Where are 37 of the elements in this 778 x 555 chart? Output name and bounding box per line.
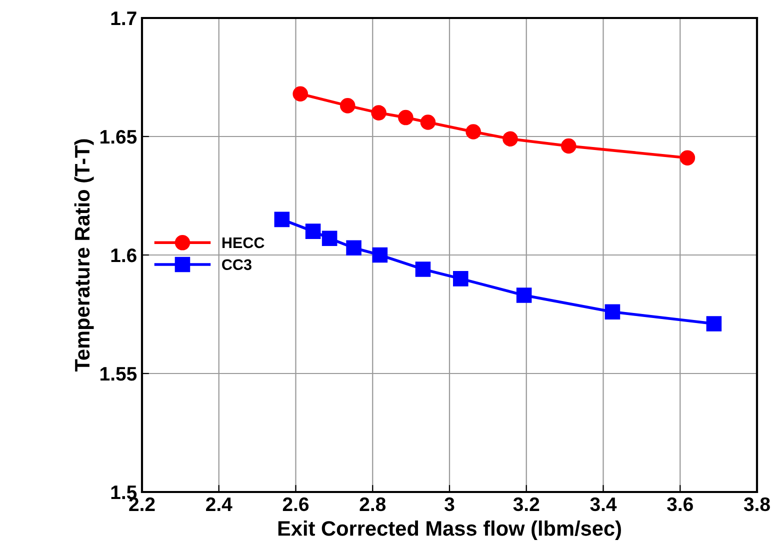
y-axis-title: Temperature Ratio (T-T)	[74, 139, 94, 372]
point	[453, 271, 468, 286]
point	[372, 247, 388, 263]
x-tick-label: 3.8	[744, 497, 770, 512]
point	[502, 131, 518, 147]
x-tick-label: 2.4	[206, 497, 232, 511]
x-tick-label: 2.2	[129, 497, 155, 511]
x-tick-label: 3	[444, 497, 454, 512]
point	[346, 240, 362, 256]
point	[371, 105, 386, 120]
point	[398, 110, 414, 126]
x-tick-label: 2.8	[360, 497, 386, 512]
point	[604, 304, 620, 320]
x-tick-label: 3.4	[590, 497, 617, 512]
point	[561, 138, 576, 154]
y-tick-label: 1.5	[111, 486, 137, 500]
point	[274, 212, 290, 228]
point	[322, 230, 338, 246]
point	[420, 114, 436, 130]
y-tick-label: 1.55	[100, 367, 137, 381]
legend-label: CC3	[222, 259, 252, 270]
x-tick-label: 3.6	[667, 497, 693, 512]
y-tick-label: 1.65	[100, 130, 137, 144]
x-axis-title: Exit Corrected Mass flow (lbm/sec)	[278, 520, 621, 540]
point	[466, 124, 481, 140]
point	[706, 316, 722, 332]
point	[292, 86, 308, 102]
y-tick-label: 1.6	[111, 248, 136, 262]
point	[305, 224, 321, 239]
x-tick-label: 2.6	[282, 497, 309, 512]
y-tick-label: 1.7	[111, 12, 136, 26]
point	[415, 262, 431, 277]
point	[516, 288, 532, 303]
x-tick-label: 3.2	[513, 497, 540, 512]
legend-label: HECC	[222, 237, 264, 248]
point	[340, 98, 356, 114]
point	[680, 150, 696, 166]
